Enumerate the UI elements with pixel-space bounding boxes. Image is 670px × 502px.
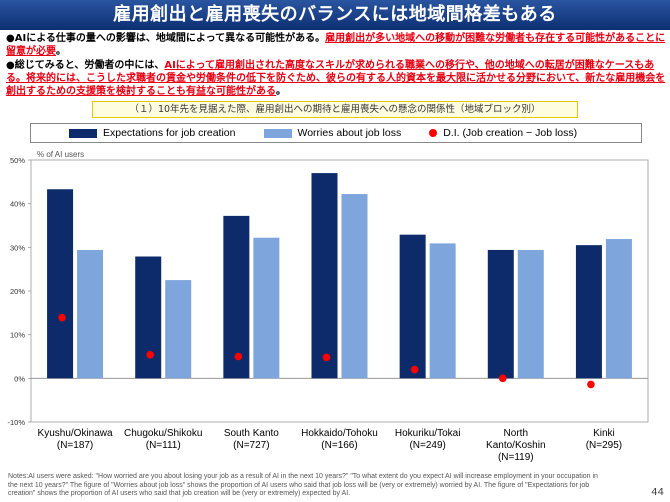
di-point bbox=[322, 353, 331, 362]
bullet-text: 。 bbox=[276, 86, 286, 97]
y-tick-label: 10% bbox=[10, 331, 25, 340]
bullet-highlight: AIによって雇用創出された高度なスキルが求められる職業への移行や、他の地域への転… bbox=[6, 60, 655, 84]
bar-expectations bbox=[311, 173, 338, 379]
y-tick-label: 50% bbox=[10, 156, 25, 165]
bullet-highlight: 将来的には、こうした求職者の賃金や労働条件の低下を防ぐため、彼らの有する人的資本… bbox=[6, 73, 666, 97]
di-point bbox=[410, 365, 419, 374]
bar-expectations bbox=[223, 215, 250, 379]
y-tick-label: 40% bbox=[10, 200, 25, 209]
bar-expectations bbox=[47, 189, 74, 379]
legend-item-worries: Worries about job loss bbox=[263, 127, 402, 139]
x-tick-label: (N=119) bbox=[498, 452, 534, 463]
x-tick-label: Kinki bbox=[593, 428, 615, 439]
bullet-item: ●総じてみると、労働者の中には、AIによって雇用創出された高度なスキルが求められ… bbox=[6, 59, 666, 98]
x-tick-label: Chugoku/Shikoku bbox=[124, 428, 202, 439]
legend-label: Worries about job loss bbox=[297, 127, 402, 139]
x-tick-label: Hokuriku/Tokai bbox=[395, 428, 461, 439]
x-tick-label: South Kanto bbox=[224, 428, 279, 439]
y-tick-label: 0% bbox=[14, 374, 25, 383]
di-point bbox=[58, 313, 66, 322]
y-tick-label: 20% bbox=[10, 287, 25, 296]
bar-expectations bbox=[575, 245, 602, 379]
legend-label: Expectations for job creation bbox=[103, 127, 236, 139]
y-axis-label: % of AI users bbox=[37, 150, 84, 159]
legend-swatch-di bbox=[429, 129, 438, 137]
di-point bbox=[146, 350, 155, 359]
di-point bbox=[234, 352, 243, 361]
di-point bbox=[498, 374, 507, 383]
legend-item-di: D.I. (Job creation − Job loss) bbox=[429, 127, 577, 139]
bar-chart: 50% 40% 30% 20% 10% 0% -10% % of AI users Kyushu… bbox=[7, 150, 649, 463]
x-tick-label: Kanto/Koshin bbox=[486, 440, 546, 451]
bullet-text: 。 bbox=[56, 46, 66, 57]
x-tick-label: (N=727) bbox=[233, 440, 269, 451]
chart-legend: Expectations for job creation Worries ab… bbox=[30, 123, 642, 143]
bar-worries bbox=[341, 194, 368, 379]
bar-worries bbox=[517, 249, 544, 379]
bar-expectations bbox=[487, 249, 514, 379]
chart-subtitle: （１）10年先を見据えた際、雇用創出への期待と雇用喪失への懸念の関係性（地域ブロ… bbox=[92, 101, 578, 118]
bar-worries bbox=[165, 280, 192, 379]
x-tick-label: (N=249) bbox=[409, 440, 445, 451]
legend-label: D.I. (Job creation − Job loss) bbox=[443, 127, 578, 139]
bar-worries bbox=[429, 243, 456, 379]
x-tick-label: North bbox=[504, 428, 528, 439]
bullet-highlight: 雇用創出が多い地域への移動が困難な労働者も存在する可能性があることに留意が必要 bbox=[6, 33, 666, 57]
x-tick-label: Kyushu/Okinawa bbox=[38, 428, 113, 439]
bullet-mark: ● bbox=[6, 60, 15, 71]
bar-expectations bbox=[399, 234, 426, 379]
bar-worries bbox=[605, 239, 632, 379]
x-tick-label: (N=295) bbox=[586, 440, 622, 451]
bullet-text: 総じてみると、労働者の中には、 bbox=[14, 60, 165, 71]
page-number: 44 bbox=[651, 487, 664, 498]
legend-swatch-expectations bbox=[69, 128, 97, 138]
y-tick-label: 30% bbox=[10, 243, 25, 252]
x-tick-label: (N=111) bbox=[146, 440, 181, 451]
bar-worries bbox=[253, 237, 280, 379]
legend-item-expectations: Expectations for job creation bbox=[69, 127, 236, 139]
x-tick-label: (N=187) bbox=[57, 440, 93, 451]
bullet-text: AIによる仕事の量への影響は、地域間によって異なる可能性がある。 bbox=[14, 33, 326, 44]
plot-area bbox=[30, 159, 649, 423]
bullet-mark: ● bbox=[6, 33, 15, 44]
di-point bbox=[587, 380, 595, 389]
bar-worries bbox=[77, 249, 104, 379]
page-title: 雇用創出と雇用喪失のバランスには地域間格差もある bbox=[0, 0, 670, 30]
chart-notes: Notes:AI users were asked: "How worried … bbox=[8, 473, 598, 497]
x-tick-label: (N=166) bbox=[321, 440, 357, 451]
bar-expectations bbox=[135, 256, 162, 379]
bullet-item: ●AIによる仕事の量への影響は、地域間によって異なる可能性がある。雇用創出が多い… bbox=[6, 32, 666, 58]
bullet-list: ●AIによる仕事の量への影響は、地域間によって異なる可能性がある。雇用創出が多い… bbox=[6, 32, 666, 99]
legend-swatch-worries bbox=[263, 128, 292, 138]
x-tick-label: Hokkaido/Tohoku bbox=[301, 428, 378, 439]
y-tick-label: -10% bbox=[7, 418, 25, 427]
